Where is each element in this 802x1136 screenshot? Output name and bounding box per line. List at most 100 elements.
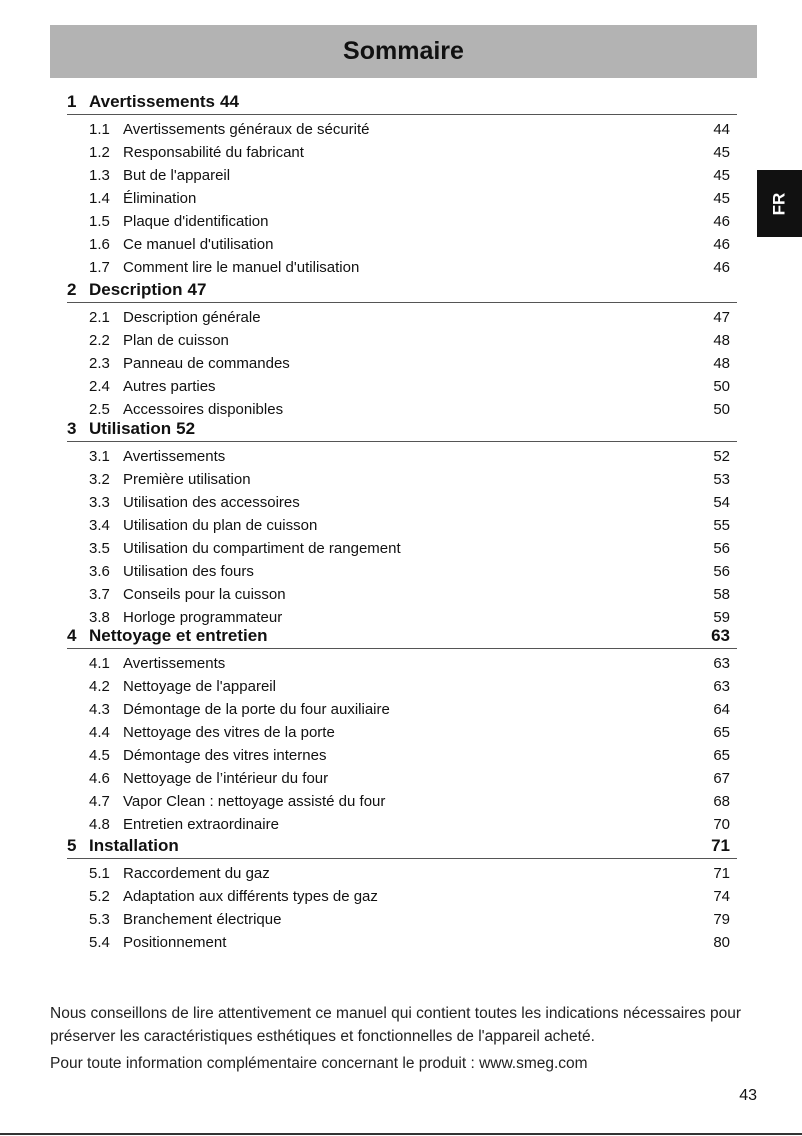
section-title: Installation [89, 836, 179, 855]
entry-number: 1.4 [89, 190, 110, 207]
toc-entry[interactable]: 5.2 Adaptation aux différents types de ga… [89, 888, 730, 908]
entry-title: Utilisation des accessoires [123, 494, 300, 511]
entry-number: 1.7 [89, 259, 110, 276]
entry-page: 45 [713, 144, 730, 161]
entry-title: Panneau de commandes [123, 355, 290, 372]
entry-page: 70 [713, 816, 730, 833]
toc-entry[interactable]: 2.2 Plan de cuisson 48 [89, 332, 730, 352]
entry-title: Accessoires disponibles [123, 401, 284, 418]
section-page: 71 [711, 836, 730, 855]
entry-number: 3.6 [89, 563, 110, 580]
entry-title: Nettoyage de l'appareil [123, 678, 276, 695]
entry-number: 5.3 [89, 911, 110, 928]
entry-number: 2.5 [89, 401, 110, 418]
entry-number: 4.2 [89, 678, 110, 695]
section-title-line: Description 47 [89, 280, 206, 300]
section-number: 5 [67, 836, 77, 855]
toc-entry[interactable]: 3.5 Utilisation du compartiment de rangem… [89, 540, 730, 560]
entry-title: Utilisation du compartiment de rangement [123, 540, 401, 557]
entry-title: Positionnement [123, 934, 227, 951]
entry-number: 4.7 [89, 793, 110, 810]
entry-title: Avertissements [123, 655, 226, 672]
toc-entry[interactable]: 1.7 Comment lire le manuel d'utilisation 4… [89, 259, 730, 279]
toc-entry[interactable]: 2.5 Accessoires disponibles 50 [89, 401, 730, 421]
intro-text: Nous conseillons de lire attentivement c… [50, 1002, 760, 1075]
toc-entry[interactable]: 3.7 Conseils pour la cuisson 58 [89, 586, 730, 606]
toc-entry[interactable]: 3.8 Horloge programmateur 59 [89, 609, 730, 629]
entry-title: Élimination [123, 190, 197, 207]
entry-page: 46 [713, 236, 730, 253]
toc-entry[interactable]: 3.2 Première utilisation 53 [89, 471, 730, 491]
toc-entry[interactable]: 4.5 Démontage des vitres internes 65 [89, 747, 730, 767]
toc-entry[interactable]: 4.8 Entretien extraordinaire 70 [89, 816, 730, 836]
entry-title: Démontage de la porte du four auxiliaire [123, 701, 390, 718]
entry-page: 54 [713, 494, 730, 511]
entry-title: Ce manuel d'utilisation [123, 236, 274, 253]
toc-entry[interactable]: 2.3 Panneau de commandes 48 [89, 355, 730, 375]
entry-title: Plan de cuisson [123, 332, 229, 349]
toc-entry[interactable]: 3.4 Utilisation du plan de cuisson 55 [89, 517, 730, 537]
entry-page: 71 [713, 865, 730, 882]
entry-number: 1.2 [89, 144, 110, 161]
toc-section-heading[interactable]: 3 Utilisation 52 [67, 419, 737, 442]
toc-entry[interactable]: 5.1 Raccordement du gaz 71 [89, 865, 730, 885]
entry-number: 4.4 [89, 724, 110, 741]
entry-page: 45 [713, 190, 730, 207]
toc-entry[interactable]: 1.5 Plaque d'identification 46 [89, 213, 730, 233]
entry-number: 3.8 [89, 609, 110, 626]
toc-entry[interactable]: 4.6 Nettoyage de l’intérieur du four 67 [89, 770, 730, 790]
entry-page: 80 [713, 934, 730, 951]
entry-number: 1.1 [89, 121, 110, 138]
language-tab: FR [757, 170, 802, 237]
toc-entry[interactable]: 4.4 Nettoyage des vitres de la porte 65 [89, 724, 730, 744]
toc-section-heading[interactable]: 2 Description 47 [67, 280, 737, 303]
entry-number: 1.5 [89, 213, 110, 230]
toc-entry[interactable]: 3.6 Utilisation des fours 56 [89, 563, 730, 583]
toc-entry[interactable]: 1.1 Avertissements généraux de sécurité 44 [89, 121, 730, 141]
entry-page: 79 [713, 911, 730, 928]
intro-paragraph: Nous conseillons de lire attentivement c… [50, 1005, 741, 1045]
section-title: Avertissements [89, 92, 215, 111]
section-title: Description [89, 280, 183, 299]
section-page: 44 [220, 92, 239, 111]
toc-entry[interactable]: 3.1 Avertissements 52 [89, 448, 730, 468]
toc-section-heading[interactable]: 4 Nettoyage et entretien 63 [67, 626, 737, 649]
toc-entry[interactable]: 1.3 But de l'appareil 45 [89, 167, 730, 187]
entry-page: 63 [713, 678, 730, 695]
entry-page: 68 [713, 793, 730, 810]
toc-entry[interactable]: 4.1 Avertissements 63 [89, 655, 730, 675]
entry-title: Responsabilité du fabricant [123, 144, 304, 161]
entry-title: Vapor Clean : nettoyage assisté du four [123, 793, 386, 810]
entry-title: Adaptation aux différents types de gaz [123, 888, 378, 905]
entry-title: Horloge programmateur [123, 609, 283, 626]
entry-title: But de l'appareil [123, 167, 231, 184]
entry-page: 48 [713, 355, 730, 372]
entry-title: Description générale [123, 309, 261, 326]
section-number: 3 [67, 419, 77, 438]
entry-title: Nettoyage de l’intérieur du four [123, 770, 329, 787]
language-tab-label: FR [769, 192, 789, 215]
toc-entry[interactable]: 2.1 Description générale 47 [89, 309, 730, 329]
section-page: 63 [711, 626, 730, 645]
toc-entry[interactable]: 5.3 Branchement électrique 79 [89, 911, 730, 931]
toc-entry[interactable]: 4.3 Démontage de la porte du four auxilia… [89, 701, 730, 721]
toc-entry[interactable]: 1.6 Ce manuel d'utilisation 46 [89, 236, 730, 256]
entry-number: 3.4 [89, 517, 110, 534]
entry-page: 44 [713, 121, 730, 138]
entry-number: 4.1 [89, 655, 110, 672]
toc-entry[interactable]: 4.7 Vapor Clean : nettoyage assisté du fo… [89, 793, 730, 813]
entry-title: Conseils pour la cuisson [123, 586, 286, 603]
entry-number: 4.8 [89, 816, 110, 833]
entry-page: 67 [713, 770, 730, 787]
toc-entry[interactable]: 1.4 Élimination 45 [89, 190, 730, 210]
toc-entry[interactable]: 5.4 Positionnement 80 [89, 934, 730, 954]
toc-entry[interactable]: 3.3 Utilisation des accessoires 54 [89, 494, 730, 514]
toc-entry[interactable]: 4.2 Nettoyage de l'appareil 63 [89, 678, 730, 698]
entry-number: 5.1 [89, 865, 110, 882]
toc-section-heading[interactable]: 5 Installation 71 [67, 836, 737, 859]
toc-entry[interactable]: 1.2 Responsabilité du fabricant 45 [89, 144, 730, 164]
toc-entry[interactable]: 2.4 Autres parties 50 [89, 378, 730, 398]
entry-page: 58 [713, 586, 730, 603]
entry-page: 64 [713, 701, 730, 718]
toc-section-heading[interactable]: 1 Avertissements 44 [67, 92, 737, 115]
